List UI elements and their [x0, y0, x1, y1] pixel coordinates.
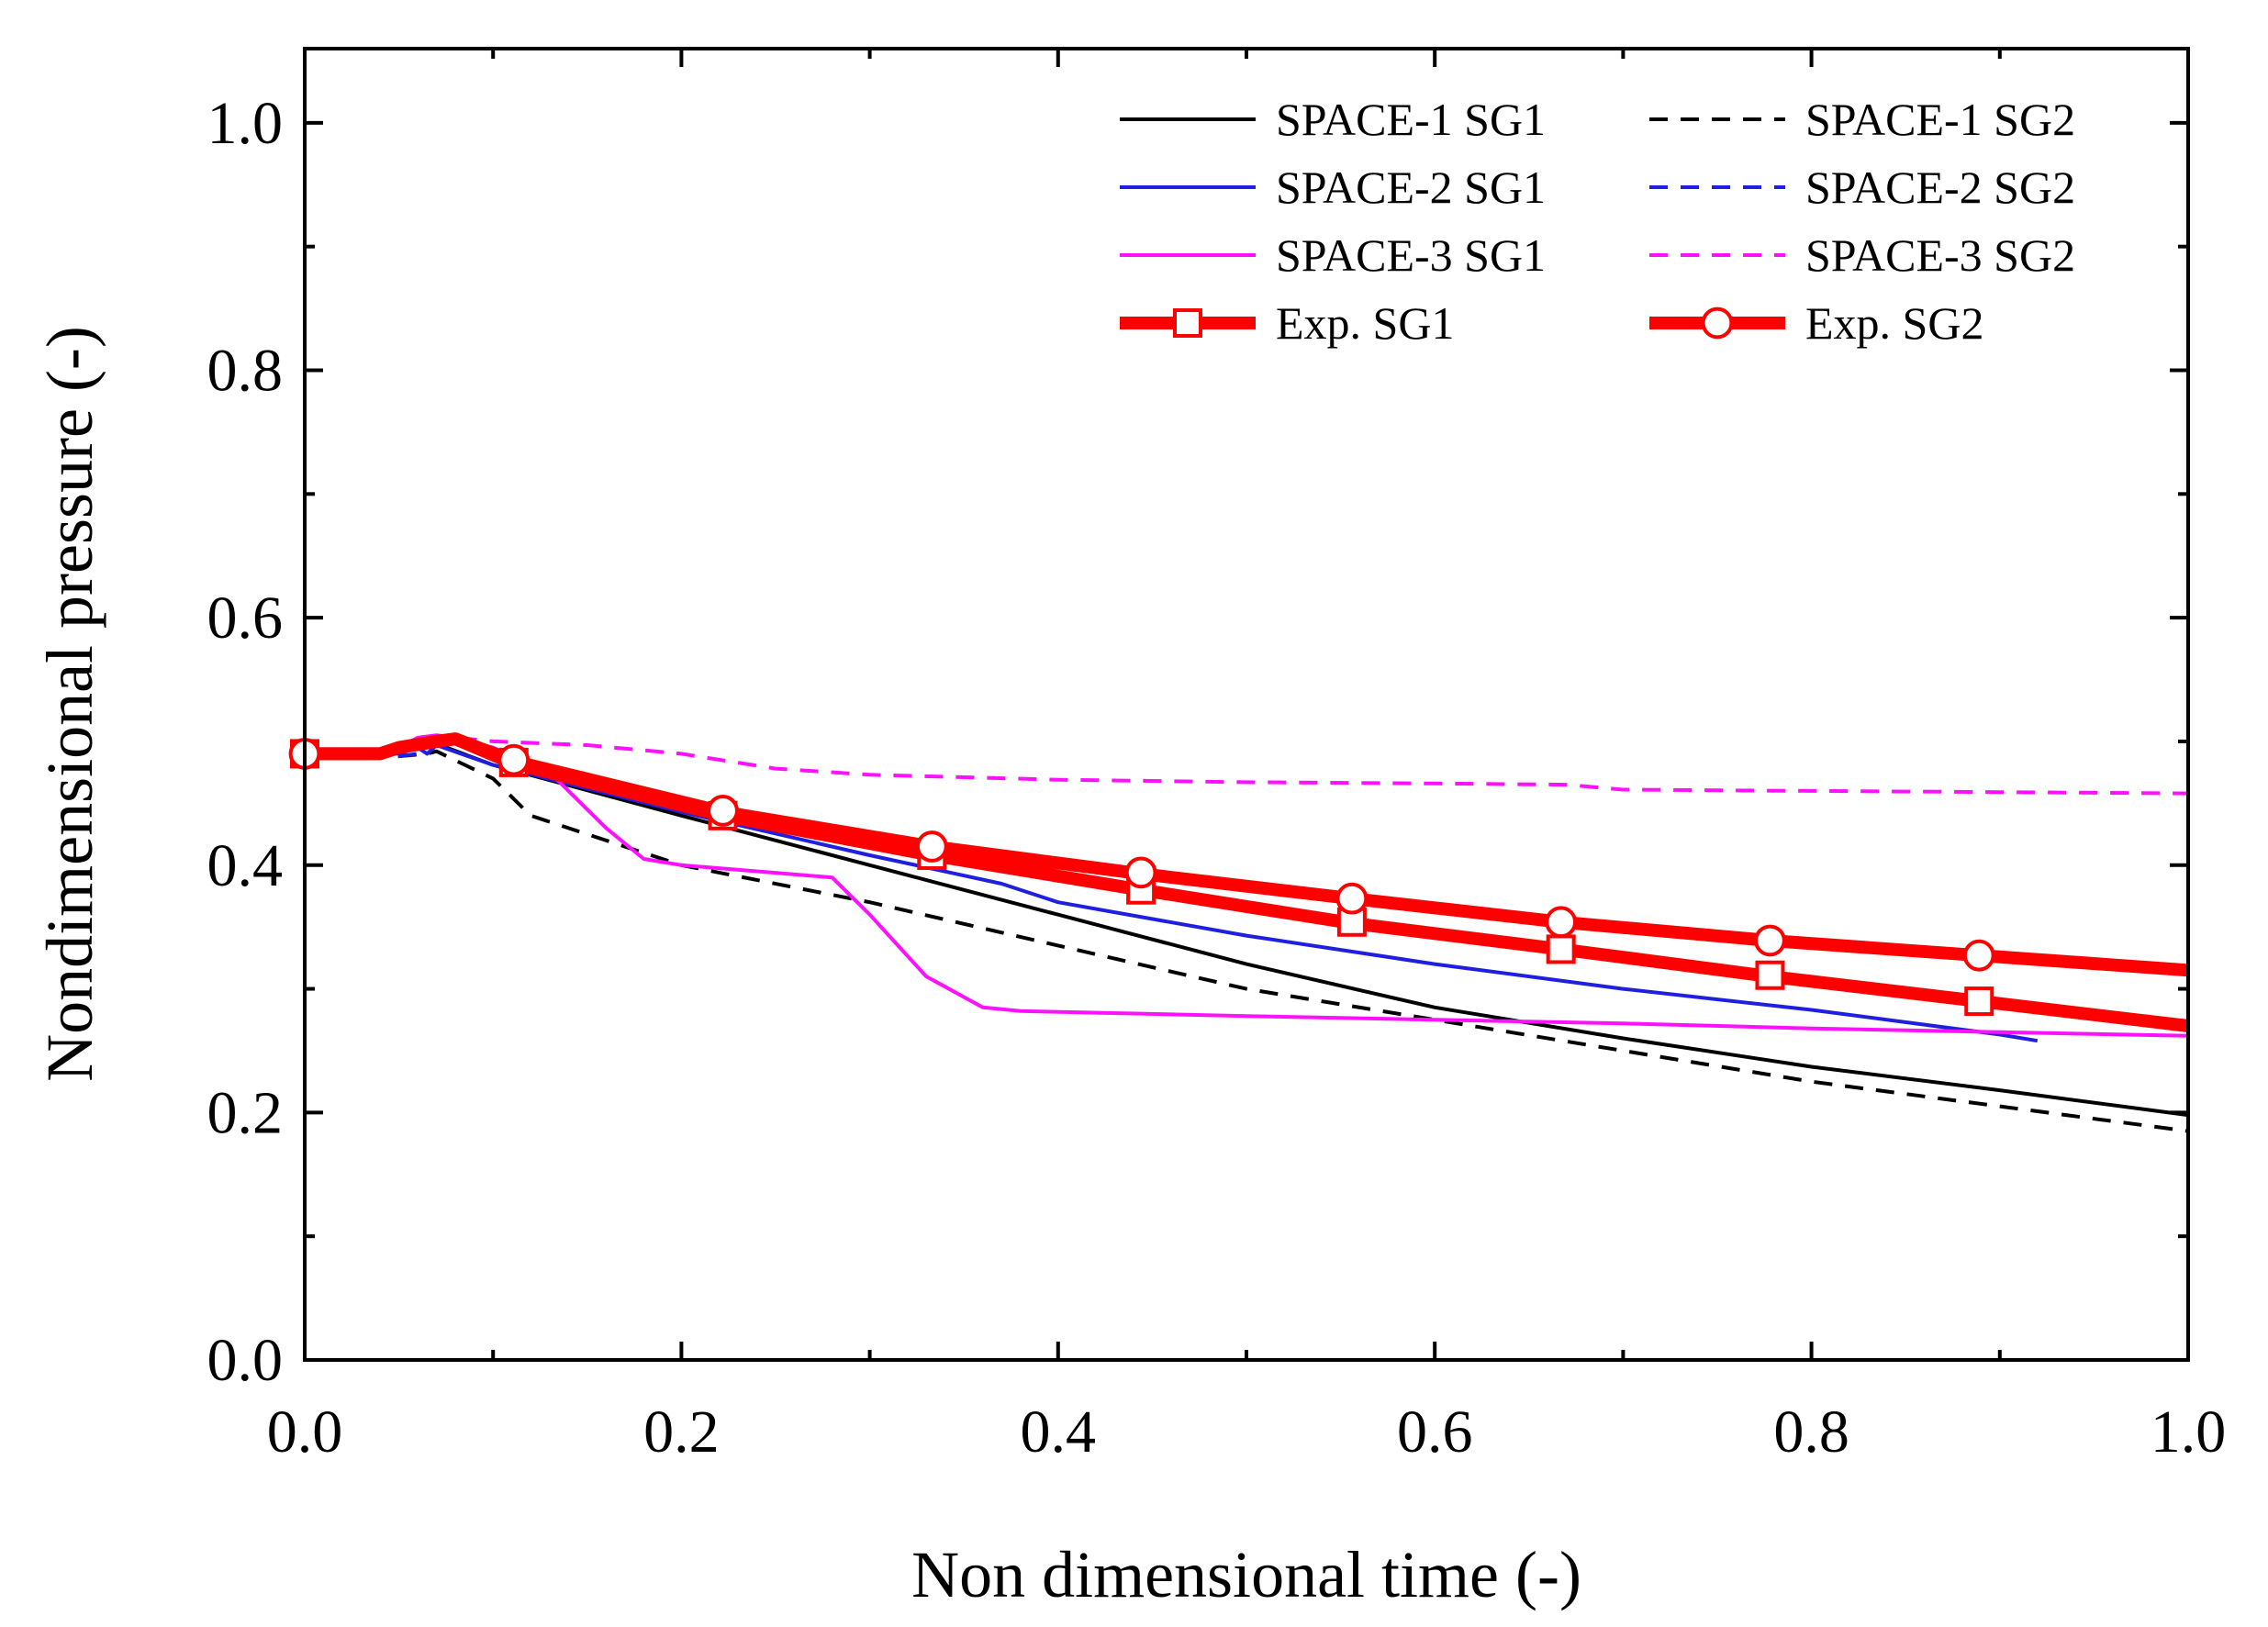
x-tick-label: 0.8 — [1773, 1399, 1849, 1465]
x-tick-label: 0.0 — [267, 1399, 343, 1465]
x-tick-label: 0.6 — [1397, 1399, 1473, 1465]
data-point-exp-sg2 — [707, 795, 739, 827]
legend-label: SPACE-1 SG2 — [1805, 94, 2075, 145]
legend-label: Exp. SG1 — [1276, 297, 1454, 349]
x-tick-label: 1.0 — [2151, 1399, 2227, 1465]
legend-label: SPACE-3 SG1 — [1276, 229, 1546, 281]
legend-item-exp-sg1: Exp. SG1 — [1120, 297, 1454, 349]
data-point-exp-sg1 — [1755, 960, 1785, 990]
legend-marker — [1173, 308, 1202, 338]
data-point-exp-sg2 — [1335, 882, 1369, 915]
legend-item-space-3-sg2: SPACE-3 SG2 — [1649, 229, 2075, 281]
legend-label: SPACE-2 SG1 — [1276, 162, 1546, 213]
legend-item-space-3-sg1: SPACE-3 SG1 — [1120, 229, 1546, 281]
series-line-space-2-sg2 — [305, 749, 428, 759]
legend-item-space-1-sg1: SPACE-1 SG1 — [1120, 94, 1546, 145]
data-point-exp-sg1 — [1546, 934, 1576, 964]
y-tick-label: 0.0 — [207, 1327, 284, 1394]
series-exp-sg2 — [288, 732, 2189, 977]
legend-marker — [1701, 306, 1734, 340]
data-point-exp-sg2 — [1754, 924, 1786, 957]
legend-item-space-2-sg2: SPACE-2 SG2 — [1649, 162, 2075, 213]
legend-label: SPACE-1 SG1 — [1276, 94, 1546, 145]
y-tick-label: 1.0 — [207, 90, 284, 157]
y-tick-label: 0.2 — [207, 1079, 284, 1146]
data-point-exp-sg2 — [497, 743, 531, 776]
legend-label: SPACE-3 SG2 — [1805, 229, 2075, 281]
series-layer — [288, 732, 2189, 1133]
series-space-2-sg2 — [305, 749, 428, 759]
x-tick-label: 0.4 — [1021, 1399, 1097, 1465]
y-tick-label: 0.4 — [207, 832, 284, 899]
y-tick-label: 0.8 — [207, 338, 284, 405]
x-tick-label: 0.2 — [643, 1399, 720, 1465]
legend-label: SPACE-2 SG2 — [1805, 162, 2075, 213]
series-line-exp-sg2 — [305, 732, 2189, 977]
data-point-exp-sg2 — [915, 830, 948, 863]
legend-label: Exp. SG2 — [1805, 297, 1983, 349]
tick-labels: 0.0 0.2 0.4 0.6 0.8 1.0 0.0 0.2 0.4 0.6 0.8 1.0 — [207, 90, 2227, 1465]
y-tick-label: 0.6 — [207, 585, 284, 652]
y-axis-title: Nondimensional pressure (-) — [33, 326, 106, 1082]
data-point-exp-sg1 — [1964, 986, 1994, 1017]
x-axis-title: Non dimensional time (-) — [911, 1538, 1581, 1611]
legend-item-space-1-sg2: SPACE-1 SG2 — [1649, 94, 2075, 145]
legend: SPACE-1 SG1 SPACE-1 SG2 SPACE-2 SG1 SPACE-2… — [1120, 94, 2075, 349]
legend-item-space-2-sg1: SPACE-2 SG1 — [1120, 162, 1546, 213]
data-point-exp-sg2 — [1124, 856, 1157, 889]
plot-frame — [303, 47, 2190, 1362]
legend-item-exp-sg2: Exp. SG2 — [1649, 297, 1983, 349]
data-point-exp-sg2 — [1962, 939, 1995, 972]
data-point-exp-sg2 — [1545, 906, 1578, 939]
